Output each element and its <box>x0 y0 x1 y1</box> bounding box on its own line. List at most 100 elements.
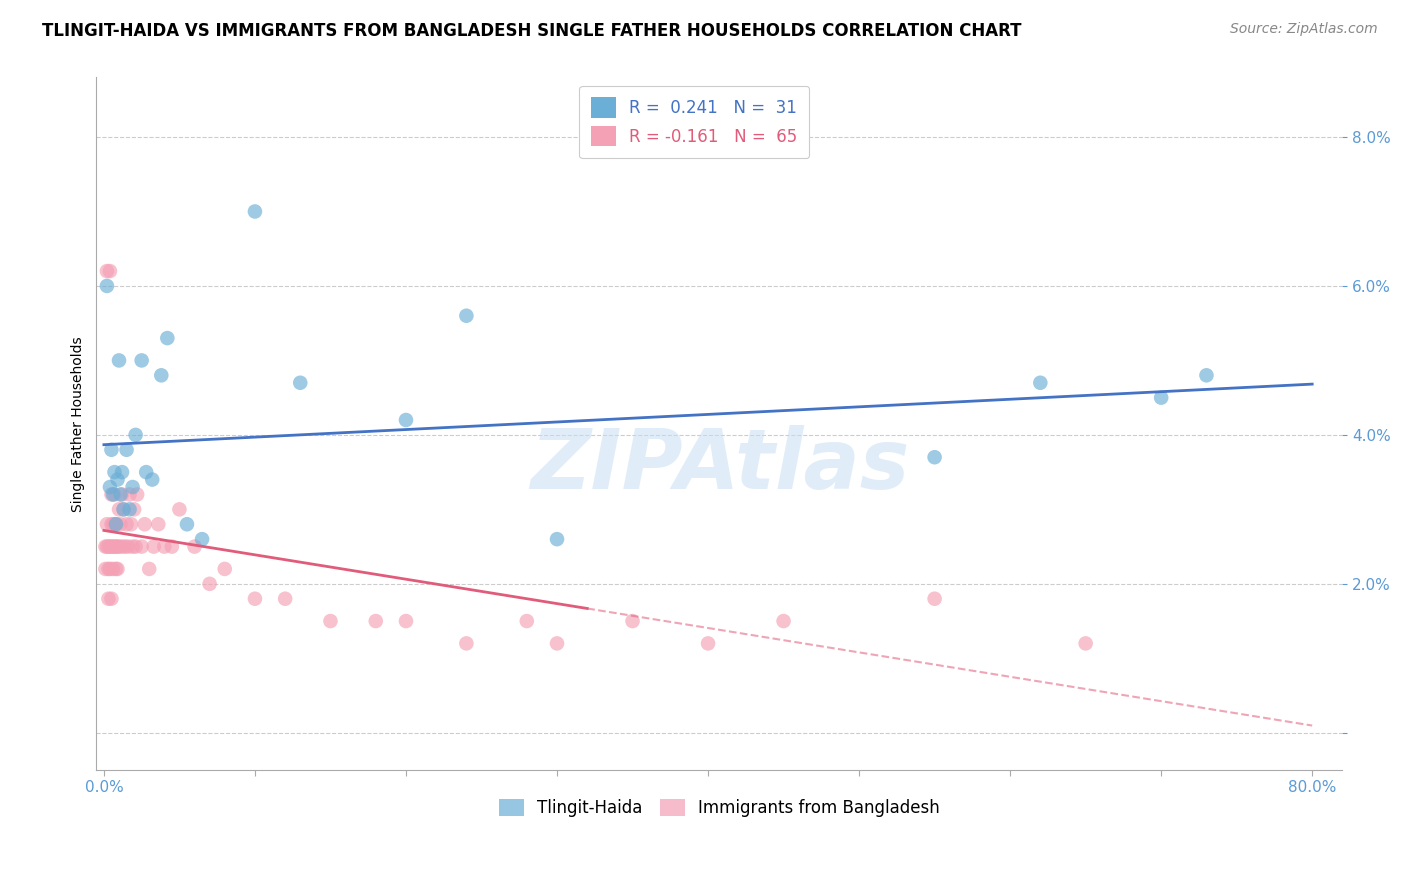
Point <box>100 517 122 532</box>
Point <box>104 540 127 554</box>
Point <box>124 428 146 442</box>
Point <box>96 279 118 293</box>
Point <box>101 540 124 554</box>
Point <box>290 376 312 390</box>
Point <box>135 465 157 479</box>
Point <box>111 465 134 479</box>
Point <box>107 473 129 487</box>
Point <box>100 487 122 501</box>
Point <box>103 487 125 501</box>
Point <box>456 309 478 323</box>
Point <box>169 502 191 516</box>
Point <box>546 636 568 650</box>
Point <box>183 540 205 554</box>
Point <box>103 465 125 479</box>
Text: ZIPAtlas: ZIPAtlas <box>530 425 910 506</box>
Point <box>131 540 153 554</box>
Point <box>110 487 132 501</box>
Point <box>395 614 418 628</box>
Point <box>96 264 118 278</box>
Point <box>1074 636 1097 650</box>
Point <box>1029 376 1052 390</box>
Point <box>1150 391 1173 405</box>
Point <box>98 264 121 278</box>
Point <box>924 450 946 465</box>
Point <box>107 540 129 554</box>
Point <box>153 540 176 554</box>
Point <box>243 591 266 606</box>
Point <box>117 540 139 554</box>
Point <box>160 540 183 554</box>
Point <box>114 540 136 554</box>
Point <box>118 487 141 501</box>
Point <box>697 636 720 650</box>
Point <box>115 517 138 532</box>
Point <box>122 502 145 516</box>
Point <box>103 540 125 554</box>
Point <box>111 487 134 501</box>
Point <box>108 353 131 368</box>
Point <box>104 562 127 576</box>
Point <box>96 517 118 532</box>
Point <box>101 517 124 532</box>
Point <box>96 540 118 554</box>
Point <box>98 562 121 576</box>
Point <box>516 614 538 628</box>
Point <box>214 562 236 576</box>
Point <box>127 487 149 501</box>
Point <box>141 473 163 487</box>
Point <box>121 540 143 554</box>
Point <box>94 562 117 576</box>
Point <box>104 517 127 532</box>
Legend: Tlingit-Haida, Immigrants from Bangladesh: Tlingit-Haida, Immigrants from Banglades… <box>492 792 946 824</box>
Point <box>243 204 266 219</box>
Point <box>97 540 120 554</box>
Point <box>100 442 122 457</box>
Point <box>121 480 143 494</box>
Point <box>97 562 120 576</box>
Point <box>107 562 129 576</box>
Point <box>156 331 179 345</box>
Point <box>108 502 131 516</box>
Point <box>100 540 122 554</box>
Point <box>98 480 121 494</box>
Point <box>772 614 794 628</box>
Point <box>138 562 160 576</box>
Point <box>191 532 214 546</box>
Point <box>112 502 135 516</box>
Point <box>924 591 946 606</box>
Y-axis label: Single Father Households: Single Father Households <box>72 336 86 511</box>
Point <box>103 517 125 532</box>
Point <box>101 487 124 501</box>
Point <box>98 540 121 554</box>
Point <box>101 562 124 576</box>
Point <box>621 614 644 628</box>
Point <box>118 502 141 516</box>
Point <box>110 517 132 532</box>
Point <box>108 540 131 554</box>
Point <box>100 591 122 606</box>
Text: TLINGIT-HAIDA VS IMMIGRANTS FROM BANGLADESH SINGLE FATHER HOUSEHOLDS CORRELATION: TLINGIT-HAIDA VS IMMIGRANTS FROM BANGLAD… <box>42 22 1022 40</box>
Point <box>104 517 127 532</box>
Point <box>456 636 478 650</box>
Point <box>131 353 153 368</box>
Point <box>120 517 142 532</box>
Point <box>112 502 135 516</box>
Point <box>115 442 138 457</box>
Point <box>97 591 120 606</box>
Point <box>124 540 146 554</box>
Point <box>142 540 165 554</box>
Point <box>150 368 173 383</box>
Point <box>395 413 418 427</box>
Point <box>198 577 221 591</box>
Point <box>148 517 170 532</box>
Text: Source: ZipAtlas.com: Source: ZipAtlas.com <box>1230 22 1378 37</box>
Point <box>94 540 117 554</box>
Point <box>546 532 568 546</box>
Point <box>274 591 297 606</box>
Point <box>1195 368 1218 383</box>
Point <box>176 517 198 532</box>
Point <box>364 614 387 628</box>
Point <box>111 540 134 554</box>
Point <box>319 614 342 628</box>
